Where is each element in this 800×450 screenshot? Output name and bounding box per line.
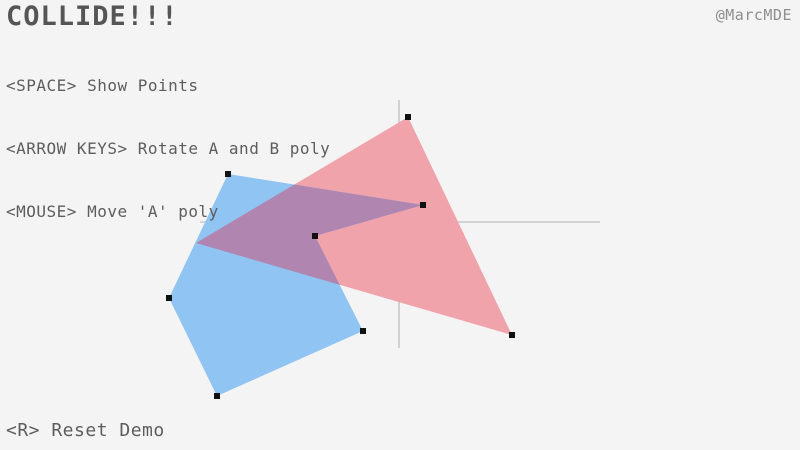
instruction-space: <SPACE> Show Points [6,76,199,95]
page-title: COLLIDE!!! [6,1,179,32]
vertex-marker[interactable] [509,332,515,338]
vertex-marker[interactable] [214,393,220,399]
vertex-marker[interactable] [360,328,366,334]
instruction-mouse: <MOUSE> Move 'A' poly [6,202,219,221]
reset-demo-hint[interactable]: <R> Reset Demo [6,420,165,441]
instructions-list: <SPACE> Show Points <ARROW KEYS> Rotate … [6,33,330,264]
polygon-b[interactable] [196,117,512,335]
author-handle: @MarcMDE [715,6,792,24]
vertex-markers-group [166,114,515,399]
vertex-marker[interactable] [405,114,411,120]
instruction-arrow-keys: <ARROW KEYS> Rotate A and B poly [6,139,331,158]
vertex-marker[interactable] [420,202,426,208]
vertex-marker[interactable] [225,171,231,177]
vertex-marker[interactable] [166,295,172,301]
vertex-marker[interactable] [312,233,318,239]
